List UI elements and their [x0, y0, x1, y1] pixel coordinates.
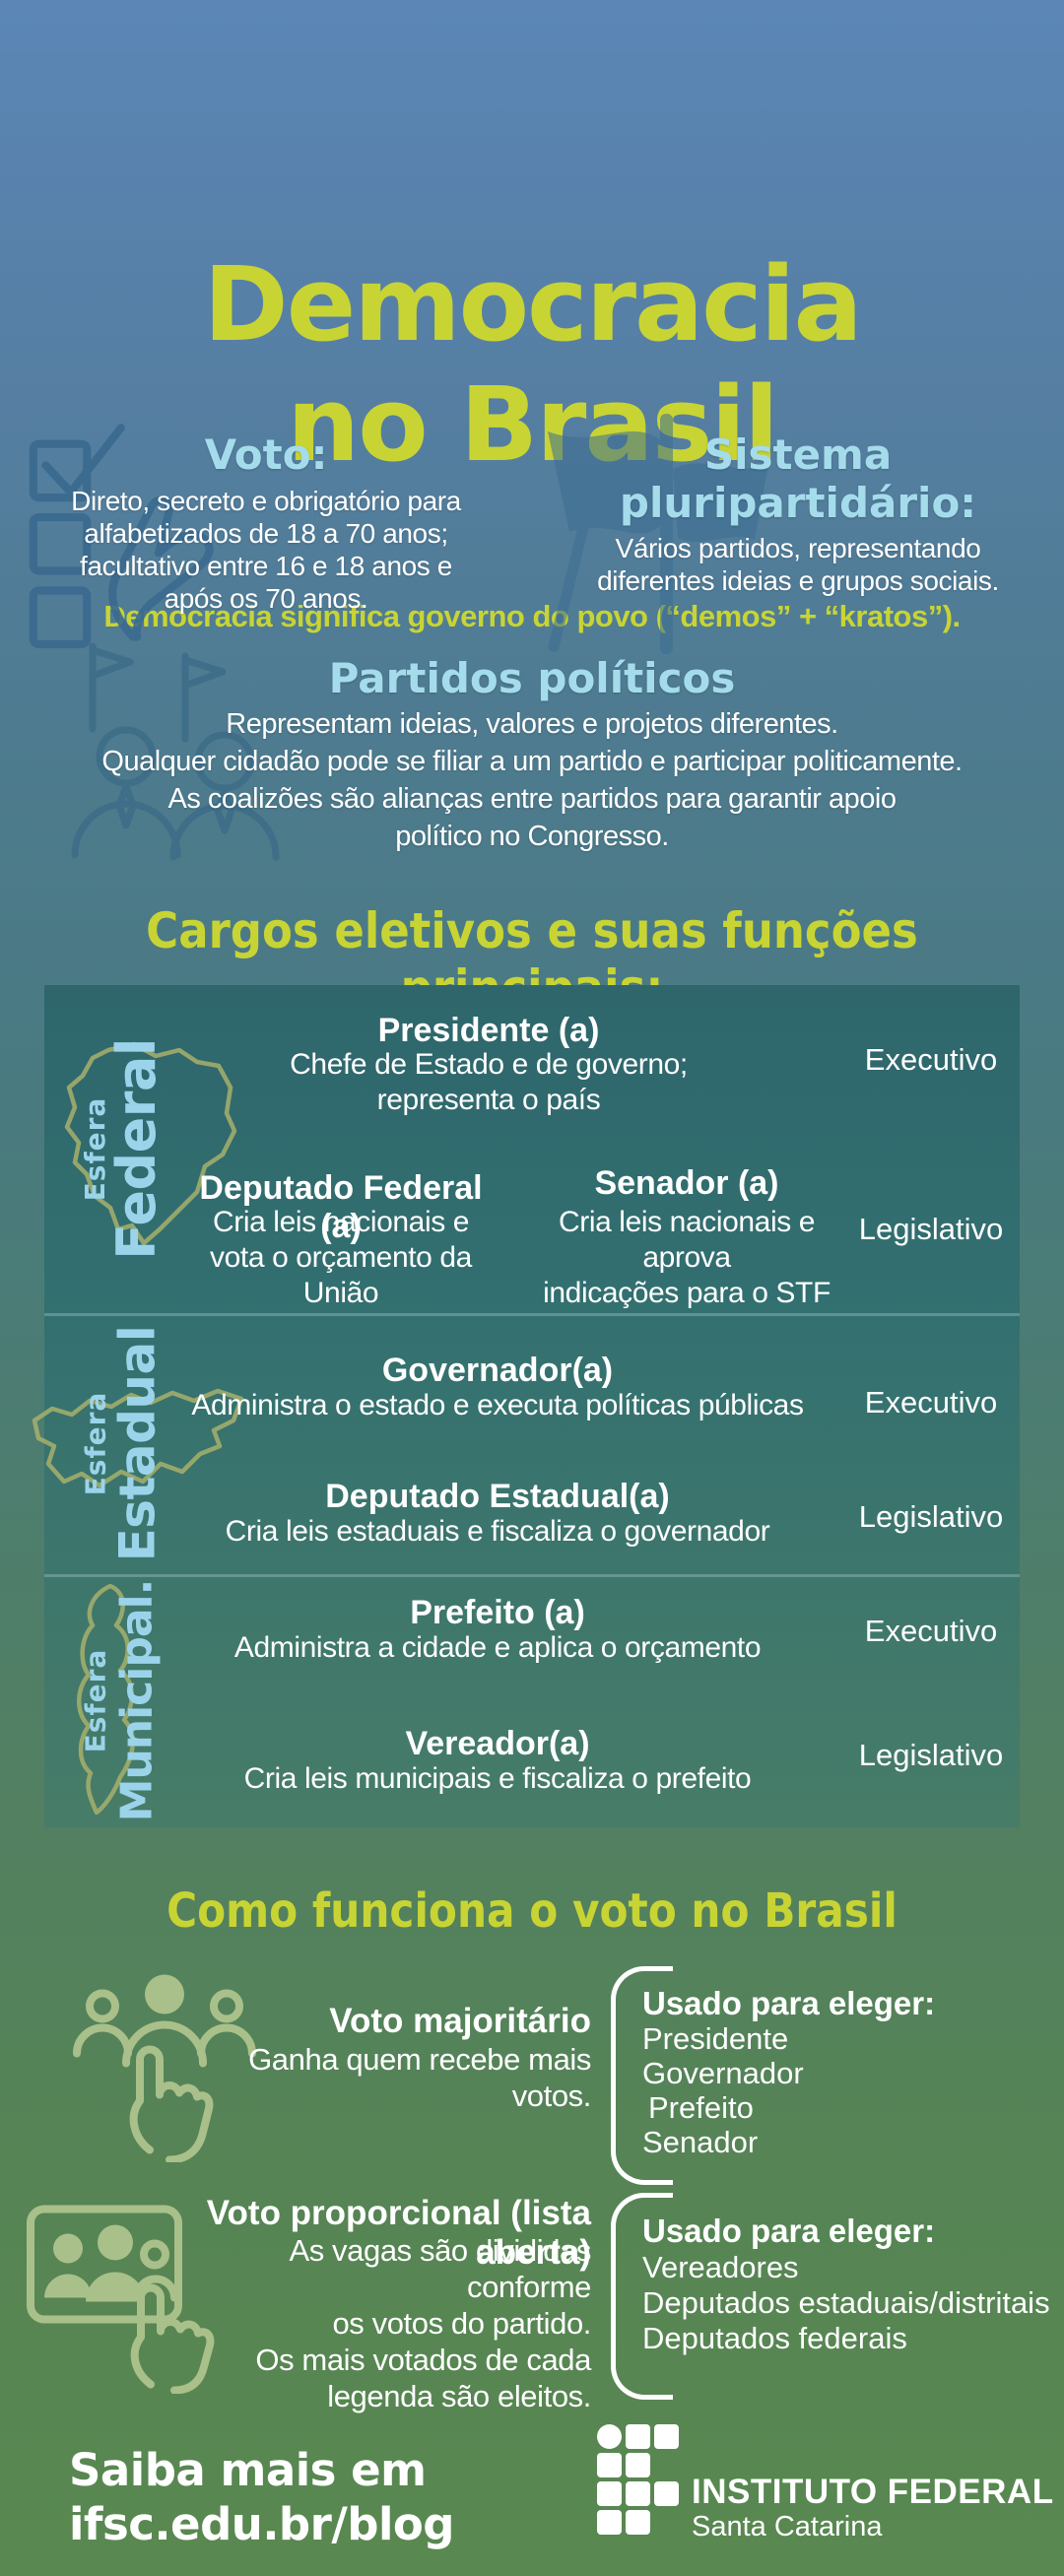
office-desc-deputado-estadual: Cria leis estaduais e fiscaliza o govern… [225, 1515, 770, 1548]
eleger-item: Prefeito [648, 2090, 754, 2125]
office-desc-governador: Administra o estado e executa políticas … [191, 1389, 804, 1421]
flags-icon [548, 414, 768, 654]
ballot-card-click-icon [27, 2205, 215, 2394]
sphere-label-small: Esfera [79, 1648, 112, 1753]
proporcional-eleger-list: Vereadores Deputados estaduais/distritai… [642, 2250, 1056, 2356]
office-title-governador: Governador(a) [381, 1352, 614, 1389]
office-title-senador: Senador (a) [594, 1164, 779, 1202]
branch-label-legislativo-estadual: Legislativo [858, 1499, 1004, 1534]
office-desc-prefeito: Administra a cidade e aplica o orçamento [233, 1631, 762, 1664]
office-title-vereador: Vereador(a) [405, 1725, 590, 1762]
ifsc-logo-subtitle: Santa Catarina [692, 2511, 883, 2543]
eleger-item: Deputados estaduais/distritais [642, 2285, 1050, 2320]
voto-body: Direto, secreto e obrigatório para alfab… [71, 486, 461, 614]
partidos-heading: Partidos políticos [328, 654, 736, 702]
sphere-label-big: Estadual [108, 1325, 166, 1562]
branch-label-legislativo-municipal: Legislativo [858, 1738, 1004, 1772]
proporcional-desc: As vagas são divididas conforme os votos… [255, 2233, 591, 2413]
brazil-map-outline-icon [64, 1041, 237, 1246]
como-funciona-heading: Como funciona o voto no Brasil [166, 1883, 898, 1939]
voto-heading: Voto: [204, 430, 328, 479]
proporcional-eleger-label: Usado para eleger: [642, 2213, 936, 2249]
eleger-item: Deputados federais [642, 2321, 907, 2355]
florianopolis-island-outline-icon [77, 1583, 135, 1816]
sphere-label-small: Esfera [79, 1391, 112, 1496]
office-desc-senador: Cria leis nacionais e aprova indicações … [543, 1206, 831, 1309]
pluripartidario-heading: Sistema pluripartidário: [619, 430, 977, 527]
party-members-icon [71, 642, 280, 861]
majoritario-desc: Ganha quem recebe mais votos. [248, 2042, 591, 2113]
ifsc-logo-title: INSTITUTO FEDERAL [692, 2473, 1054, 2511]
proporcional-title: Voto proporcional (lista aberta) [206, 2194, 591, 2272]
majoritario-eleger-list: Presidente Governador Prefeito Senador [642, 2021, 1036, 2159]
eleger-item: Senador [642, 2125, 759, 2159]
eleger-item: Governador [642, 2056, 804, 2090]
majoritario-eleger-label: Usado para eleger: [642, 1985, 936, 2021]
page-title-line1: Democracia [203, 244, 862, 364]
branch-label-executivo-estadual: Executivo [864, 1385, 998, 1420]
office-title-prefeito: Prefeito (a) [410, 1594, 585, 1631]
branch-label-executivo-municipal: Executivo [864, 1614, 998, 1648]
table-row-divider [44, 1313, 1020, 1316]
office-title-deputado-federal: Deputado Federal (a) [199, 1169, 483, 1245]
office-desc-deputado-federal: Cria leis nacionais e vota o orçamento d… [210, 1206, 472, 1309]
office-desc-presidente: Chefe de Estado e de governo; representa… [290, 1048, 688, 1116]
bracket-shape [611, 1966, 673, 2185]
bracket-shape [611, 2193, 673, 2400]
page-title: Democracia no Brasil [0, 244, 1064, 485]
branch-label-executivo-federal: Executivo [864, 1042, 998, 1077]
voters-click-icon [73, 1974, 256, 2162]
cargos-table [44, 985, 1020, 1827]
office-title-deputado-estadual: Deputado Estadual(a) [325, 1478, 670, 1515]
santa-catarina-map-outline-icon [32, 1388, 244, 1488]
sphere-label-big: Municipal. [111, 1579, 163, 1822]
ifsc-logo-icon [597, 2424, 679, 2535]
eleger-item: Presidente [642, 2021, 789, 2056]
eleger-item: Vereadores [642, 2250, 799, 2284]
blog-link[interactable]: Saiba mais em ifsc.edu.br/blog [69, 2444, 455, 2550]
majoritario-title: Voto majoritário [329, 2002, 591, 2040]
office-desc-vereador: Cria leis municipais e fiscaliza o prefe… [243, 1762, 752, 1795]
page-subtitle: Democracia significa governo do povo (“d… [103, 599, 961, 633]
checklist-hand-icon [29, 424, 214, 649]
pluripartidario-body: Vários partidos, representando diferente… [597, 533, 999, 596]
partidos-body: Representam ideias, valores e projetos d… [101, 708, 963, 852]
office-title-presidente: Presidente (a) [377, 1012, 600, 1049]
branch-label-legislativo-federal: Legislativo [858, 1212, 1004, 1246]
table-row-divider [44, 1574, 1020, 1577]
